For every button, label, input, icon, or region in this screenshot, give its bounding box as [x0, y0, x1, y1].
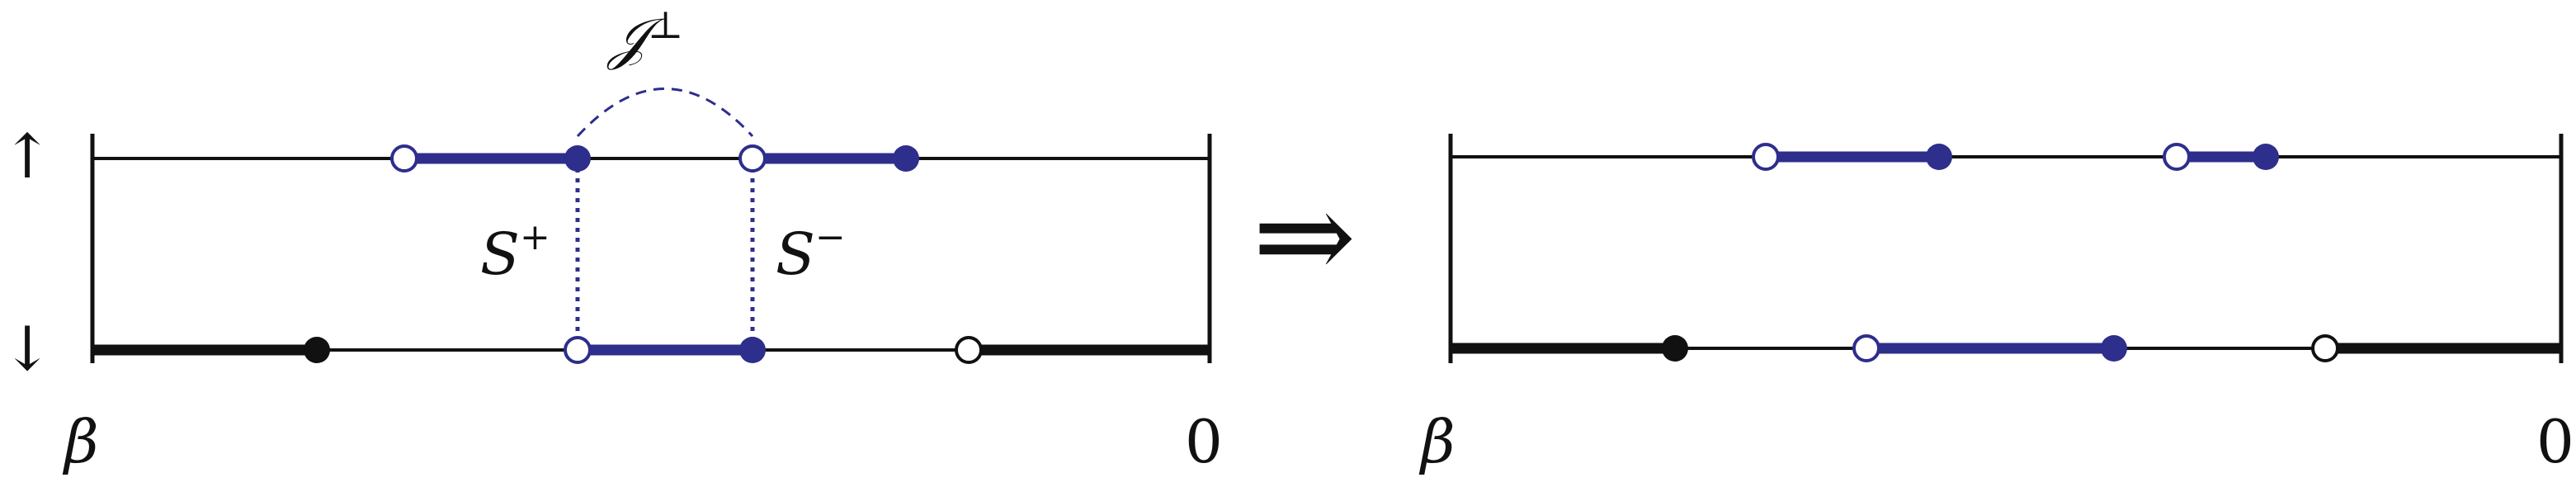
left-up-filled-dot-1: [564, 145, 591, 172]
right-beta-label: β: [1418, 407, 1455, 476]
right-panel: β 0: [1418, 134, 2574, 476]
spin-up-label: ↑: [2, 121, 53, 192]
j-perp-label: 𝒥⊥: [606, 2, 683, 72]
left-down-open-dot-black: [955, 336, 983, 364]
right-up-open-dot-2: [2163, 143, 2191, 171]
right-down-open-dot-blue: [1852, 334, 1880, 362]
left-up-open-dot-2: [738, 144, 767, 173]
implies-arrow: ⇒: [1253, 165, 1356, 309]
right-down-filled-dot-blue: [2101, 335, 2127, 362]
left-up-filled-dot-2: [893, 145, 919, 172]
left-up-open-dot-1: [390, 144, 418, 173]
s-minus-label: S−: [776, 216, 846, 288]
left-down-filled-dot-black: [304, 337, 330, 363]
left-down-filled-dot-blue: [739, 337, 766, 363]
right-down-filled-dot-black: [1662, 335, 1688, 362]
right-zero-label: 0: [2536, 407, 2574, 476]
spin-down-label: ↓: [2, 314, 53, 385]
s-plus-label: S+: [480, 216, 550, 288]
right-up-filled-dot-2: [2253, 144, 2279, 170]
right-up-open-dot-1: [1752, 143, 1780, 171]
right-down-open-dot-black: [2311, 334, 2339, 362]
j-perp-arc: [576, 87, 754, 138]
left-beta-label: β: [62, 407, 99, 476]
left-panel: ↑ ↓ 𝒥⊥ S+ S− β 0: [2, 2, 1223, 476]
left-zero-label: 0: [1185, 407, 1223, 476]
right-up-filled-dot-1: [1926, 144, 1952, 170]
left-down-open-dot-blue: [564, 336, 592, 364]
